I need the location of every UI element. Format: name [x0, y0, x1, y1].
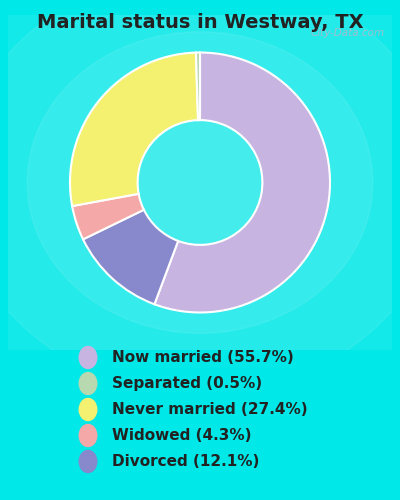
Text: Widowed (4.3%): Widowed (4.3%): [112, 428, 252, 443]
Ellipse shape: [0, 0, 400, 394]
Text: Never married (27.4%): Never married (27.4%): [112, 402, 308, 417]
Text: City-Data.com: City-Data.com: [310, 28, 384, 38]
Wedge shape: [196, 52, 200, 120]
Text: Marital status in Westway, TX: Marital status in Westway, TX: [37, 12, 363, 32]
Ellipse shape: [96, 92, 304, 273]
Ellipse shape: [27, 32, 373, 333]
Text: Now married (55.7%): Now married (55.7%): [112, 350, 294, 365]
Wedge shape: [154, 52, 330, 312]
Ellipse shape: [0, 0, 400, 454]
Wedge shape: [83, 210, 178, 304]
Wedge shape: [72, 194, 144, 240]
Wedge shape: [70, 52, 198, 206]
Text: Divorced (12.1%): Divorced (12.1%): [112, 454, 259, 469]
Text: Separated (0.5%): Separated (0.5%): [112, 376, 262, 391]
